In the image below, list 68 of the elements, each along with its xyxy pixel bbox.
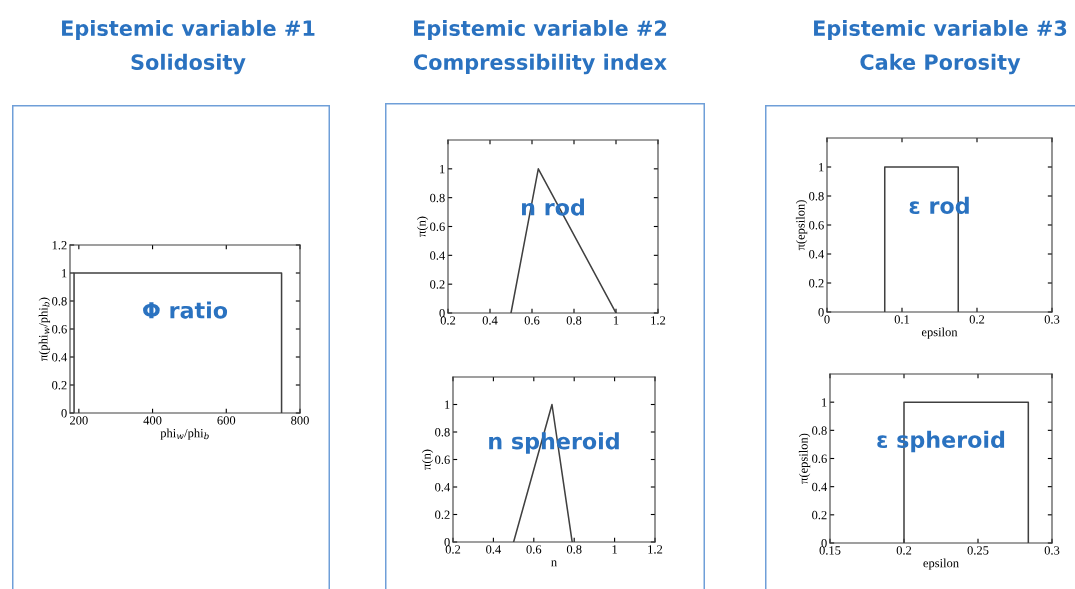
y-tick-label: 0.2 [430,280,445,289]
x-tick-label: 0.1 [894,315,910,324]
y-tick-label: 1 [62,269,67,278]
x-tick-label: 800 [291,416,309,425]
y-axis-title: π(n) [416,216,429,237]
y-tick-label: 0 [61,409,67,418]
y-tick-label: 0.6 [812,454,827,464]
x-tick-label: 0.3 [1044,315,1060,324]
x-tick-label: 0.2 [969,315,985,324]
x-tick-label: 1.2 [648,545,663,554]
y-tick-label: 0.6 [809,221,824,230]
chart-subtitle: Compressibility index [413,53,667,75]
y-tick-label: 1 [819,163,824,172]
x-tick-label: 0.3 [1044,546,1060,555]
x-tick-label: 1 [613,316,619,325]
chart-title: Epistemic variable #1 [62,19,315,41]
y-tick-label: 1.2 [52,241,67,250]
chart-title: Epistemic variable #3 [814,19,1067,41]
y-axis-title: π(epsilon) [798,433,811,484]
x-tick-label: 0.15 [819,546,841,555]
chart-title: Epistemic variable #2 [414,19,667,41]
y-axis-title: π(phi$_{w}$/phi$_{b}$) [38,297,51,361]
y-tick-label: 0.8 [809,192,824,201]
y-tick-label: 0 [818,308,824,317]
y-tick-label: 0.2 [809,279,824,288]
x-axis-title: phi$_{w}$/phi$_{b}$ [160,428,209,440]
x-axis-title: epsilon [921,327,958,339]
y-tick-label: 0.8 [812,426,827,435]
x-tick-label: 1.2 [651,316,666,325]
y-tick-label: 0.6 [435,455,450,465]
y-tick-label: 0.8 [430,193,445,203]
x-tick-label: 1 [612,545,617,554]
y-tick-label: 0.2 [812,510,827,520]
x-axis-title: n [551,560,557,567]
y-axis-title: π(n) [421,449,434,470]
y-tick-label: 0.6 [52,325,67,334]
x-tick-label: 0.8 [566,545,582,554]
x-tick-label: 400 [143,416,162,425]
y-tick-label: 0.4 [809,250,825,259]
y-tick-label: 0.8 [52,297,67,306]
y-tick-label: 0 [439,309,445,318]
y-tick-label: 0.4 [430,251,446,260]
annotation: Φ ratio [143,301,228,319]
x-tick-label: 0.25 [967,546,989,555]
y-tick-label: 0.6 [430,222,445,232]
y-tick-label: 0 [821,539,827,548]
x-tick-label: 200 [70,416,88,425]
y-tick-label: 1 [440,164,445,174]
y-tick-label: 1 [445,400,450,409]
y-tick-label: 1 [822,398,827,407]
x-tick-label: 0.8 [566,316,582,325]
x-tick-label: 0.4 [486,545,502,554]
x-tick-label: 0.4 [482,316,498,325]
y-tick-label: 0.2 [435,510,450,520]
y-tick-label: 0.4 [812,482,828,492]
y-tick-label: 0 [444,538,450,547]
y-tick-label: 0.4 [435,483,451,492]
y-axis-title: π(epsilon) [795,200,808,251]
x-axis-title: epsilon [923,558,959,570]
x-tick-label: 0.2 [896,546,912,555]
chart-subtitle: Cake Porosity [860,53,1021,75]
chart-subtitle: Solidosity [131,53,246,75]
y-tick-label: 0.2 [52,381,67,390]
y-tick-label: 0.4 [52,353,68,362]
y-tick-label: 0.8 [435,428,450,437]
x-tick-label: 0.6 [524,316,540,325]
x-tick-label: 0.6 [526,545,542,554]
x-tick-label: 600 [217,416,236,425]
